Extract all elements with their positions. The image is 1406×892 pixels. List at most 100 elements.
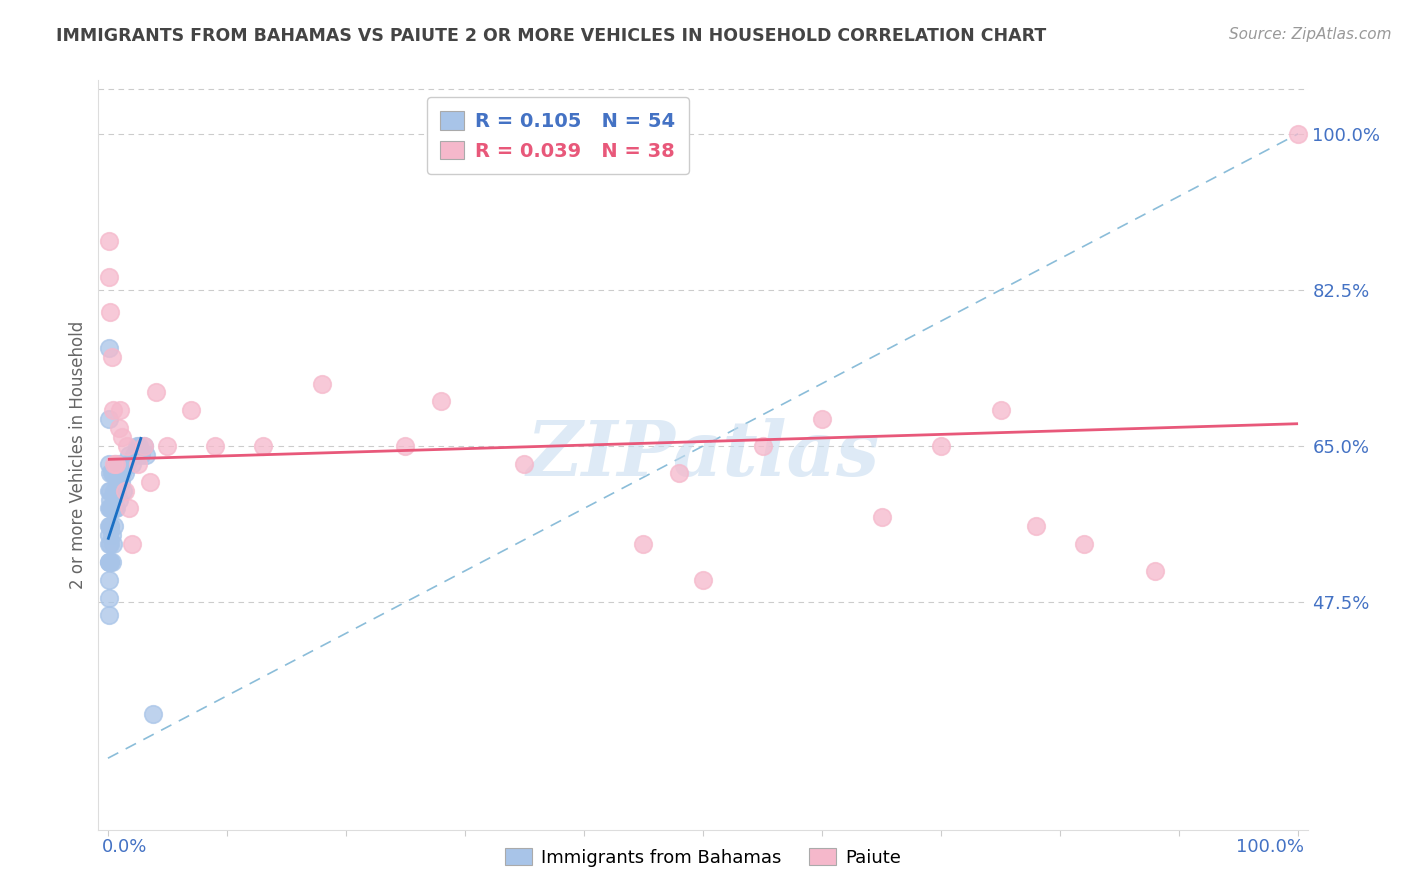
Point [692,573,714,587]
Text: 0.0%: 0.0% [103,838,148,855]
Point [98,573,121,587]
Point [98,519,121,533]
Point [156,439,179,453]
Point [121,457,143,471]
Point [115,457,138,471]
Point [122,448,145,462]
Point [101,403,124,417]
Point [98,555,121,569]
Point [98,537,121,551]
Point [105,457,128,471]
Point [1144,564,1167,578]
Point [1286,127,1309,141]
Point [108,466,131,480]
Point [107,457,129,471]
Point [311,376,333,391]
Point [990,403,1012,417]
Point [394,439,416,453]
Legend: R = 0.105   N = 54, R = 0.039   N = 38: R = 0.105 N = 54, R = 0.039 N = 38 [427,97,689,174]
Point [180,403,202,417]
Point [97,341,120,355]
Point [118,501,141,516]
Point [105,466,128,480]
Point [107,492,129,507]
Point [125,439,148,453]
Point [98,501,121,516]
Point [107,483,129,498]
Point [633,537,655,551]
Point [929,439,952,453]
Point [103,457,125,471]
Point [100,466,122,480]
Point [870,510,893,524]
Point [98,591,121,605]
Point [107,421,129,435]
Point [127,457,149,471]
Text: ZIPatlas: ZIPatlas [526,418,880,491]
Point [100,501,122,516]
Point [112,483,135,498]
Point [98,555,121,569]
Point [114,483,136,498]
Point [132,439,155,453]
Point [128,439,150,453]
Point [430,394,453,409]
Point [98,519,121,533]
Point [118,448,141,462]
Point [751,439,773,453]
Point [115,439,138,453]
Point [97,412,120,426]
Text: 100.0%: 100.0% [1236,838,1303,855]
Point [101,501,124,516]
Point [138,475,160,489]
Point [98,305,121,319]
Point [104,501,127,516]
Text: Source: ZipAtlas.com: Source: ZipAtlas.com [1229,27,1392,42]
Y-axis label: 2 or more Vehicles in Household: 2 or more Vehicles in Household [69,321,87,589]
Point [101,537,124,551]
Point [252,439,274,453]
Point [104,457,127,471]
Point [513,457,536,471]
Point [114,466,136,480]
Point [100,501,122,516]
Point [100,350,122,364]
Point [98,555,121,569]
Point [101,466,124,480]
Point [98,492,121,507]
Point [100,555,122,569]
Point [98,234,121,248]
Point [108,403,131,417]
Point [98,608,121,623]
Point [98,519,121,533]
Point [1073,537,1095,551]
Point [204,439,226,453]
Point [98,537,121,551]
Point [98,466,121,480]
Legend: Immigrants from Bahamas, Paiute: Immigrants from Bahamas, Paiute [498,841,908,874]
Point [103,483,125,498]
Point [135,448,157,462]
Point [97,457,120,471]
Point [142,706,165,721]
Point [110,475,132,489]
Point [145,385,167,400]
Point [111,466,134,480]
Point [98,483,121,498]
Point [98,555,121,569]
Point [97,483,120,498]
Point [129,448,152,462]
Point [100,528,122,542]
Point [105,501,128,516]
Point [103,519,125,533]
Point [98,269,121,284]
Text: IMMIGRANTS FROM BAHAMAS VS PAIUTE 2 OR MORE VEHICLES IN HOUSEHOLD CORRELATION CH: IMMIGRANTS FROM BAHAMAS VS PAIUTE 2 OR M… [56,27,1046,45]
Point [668,466,690,480]
Point [811,412,834,426]
Point [98,501,121,516]
Point [121,537,143,551]
Point [111,430,134,444]
Point [132,439,155,453]
Point [1025,519,1047,533]
Point [98,528,121,542]
